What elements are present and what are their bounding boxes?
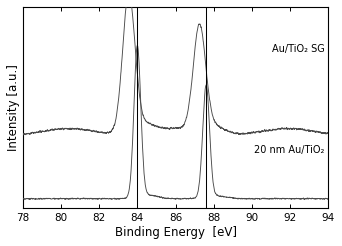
Text: Au/TiO₂ SG: Au/TiO₂ SG [272, 44, 325, 54]
Y-axis label: Intensity [a.u.]: Intensity [a.u.] [7, 64, 20, 151]
Text: 20 nm Au/TiO₂: 20 nm Au/TiO₂ [254, 145, 325, 155]
X-axis label: Binding Energy  [eV]: Binding Energy [eV] [115, 226, 237, 239]
